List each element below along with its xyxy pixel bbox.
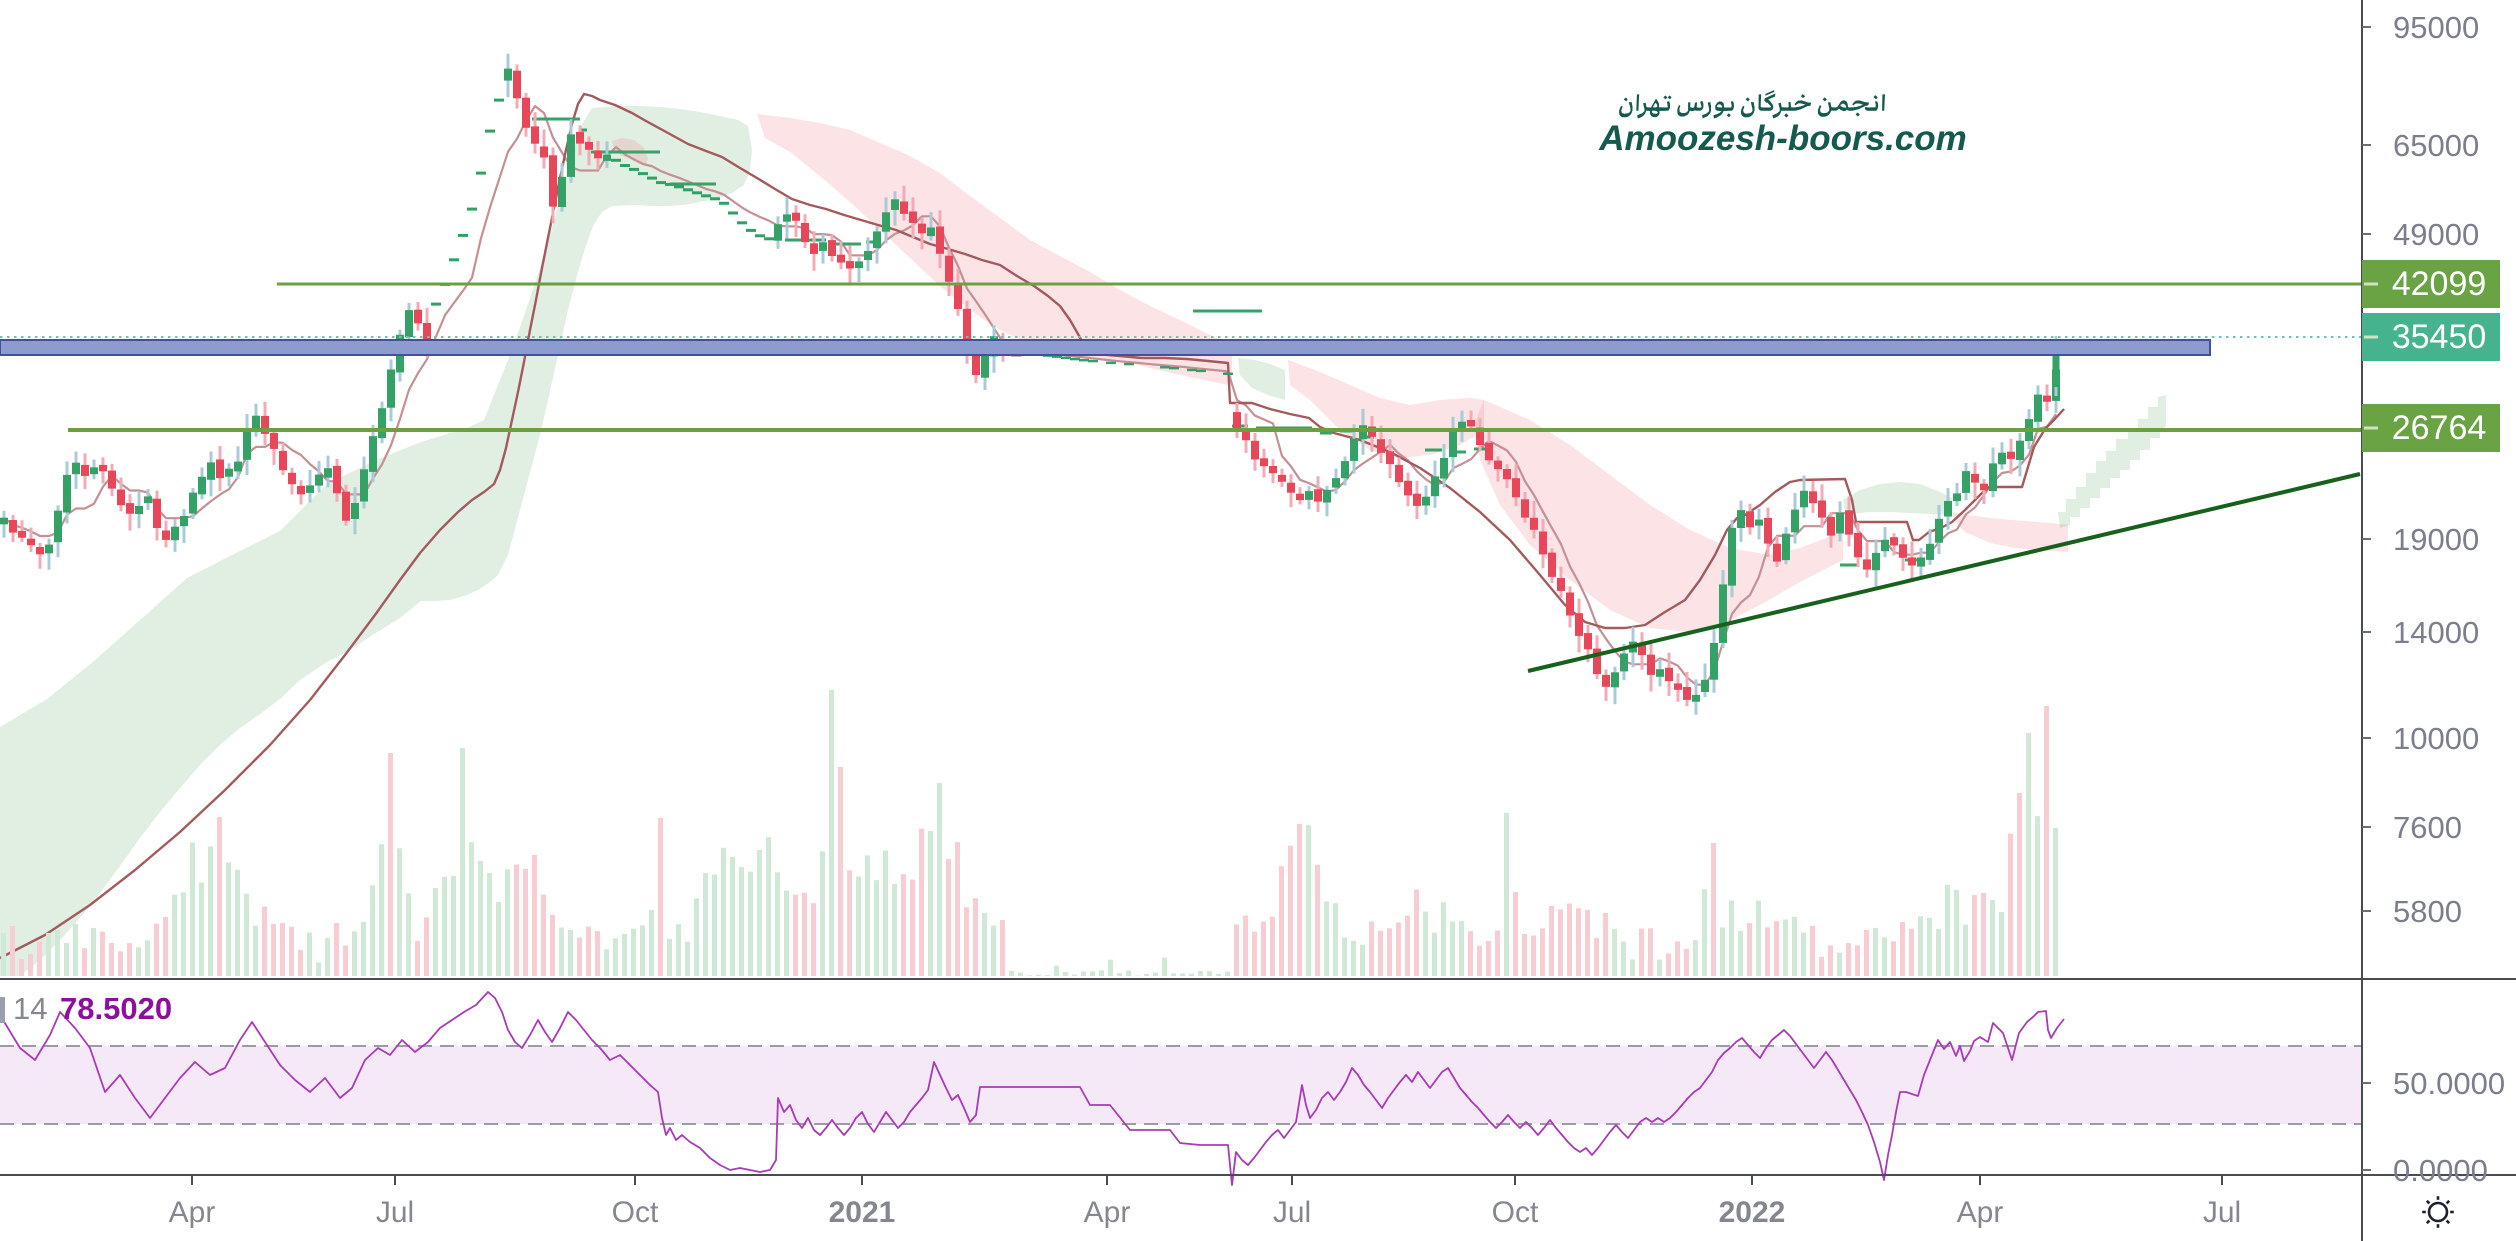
svg-text:Jul: Jul <box>376 1196 414 1229</box>
svg-text:5800: 5800 <box>2393 894 2462 929</box>
svg-text:35450: 35450 <box>2392 318 2487 356</box>
svg-text:0.0000: 0.0000 <box>2393 1153 2488 1188</box>
svg-text:Apr: Apr <box>1957 1196 2004 1229</box>
svg-text:26764: 26764 <box>2392 409 2487 447</box>
svg-text:95000: 95000 <box>2393 10 2479 45</box>
svg-text:2021: 2021 <box>829 1196 896 1229</box>
svg-text:65000: 65000 <box>2393 128 2479 163</box>
svg-text:50.0000: 50.0000 <box>2393 1066 2505 1101</box>
svg-text:14000: 14000 <box>2393 615 2479 650</box>
svg-text:Oct: Oct <box>612 1196 659 1229</box>
svg-text:7600: 7600 <box>2393 810 2462 845</box>
svg-text:Amoozesh-boors.com: Amoozesh-boors.com <box>1598 119 1967 158</box>
svg-text:19000: 19000 <box>2393 522 2479 557</box>
svg-text:Oct: Oct <box>1492 1196 1539 1229</box>
svg-text:Apr: Apr <box>169 1196 216 1229</box>
svg-text:42099: 42099 <box>2392 265 2487 303</box>
svg-text:10000: 10000 <box>2393 721 2479 756</box>
svg-text:14: 14 <box>13 991 47 1026</box>
svg-text:49000: 49000 <box>2393 217 2479 252</box>
svg-text:2022: 2022 <box>1719 1196 1786 1229</box>
svg-text:Jul: Jul <box>2203 1196 2241 1229</box>
svg-text:78.5020: 78.5020 <box>60 991 172 1026</box>
svg-text:Apr: Apr <box>1084 1196 1131 1229</box>
svg-text:Jul: Jul <box>1273 1196 1311 1229</box>
